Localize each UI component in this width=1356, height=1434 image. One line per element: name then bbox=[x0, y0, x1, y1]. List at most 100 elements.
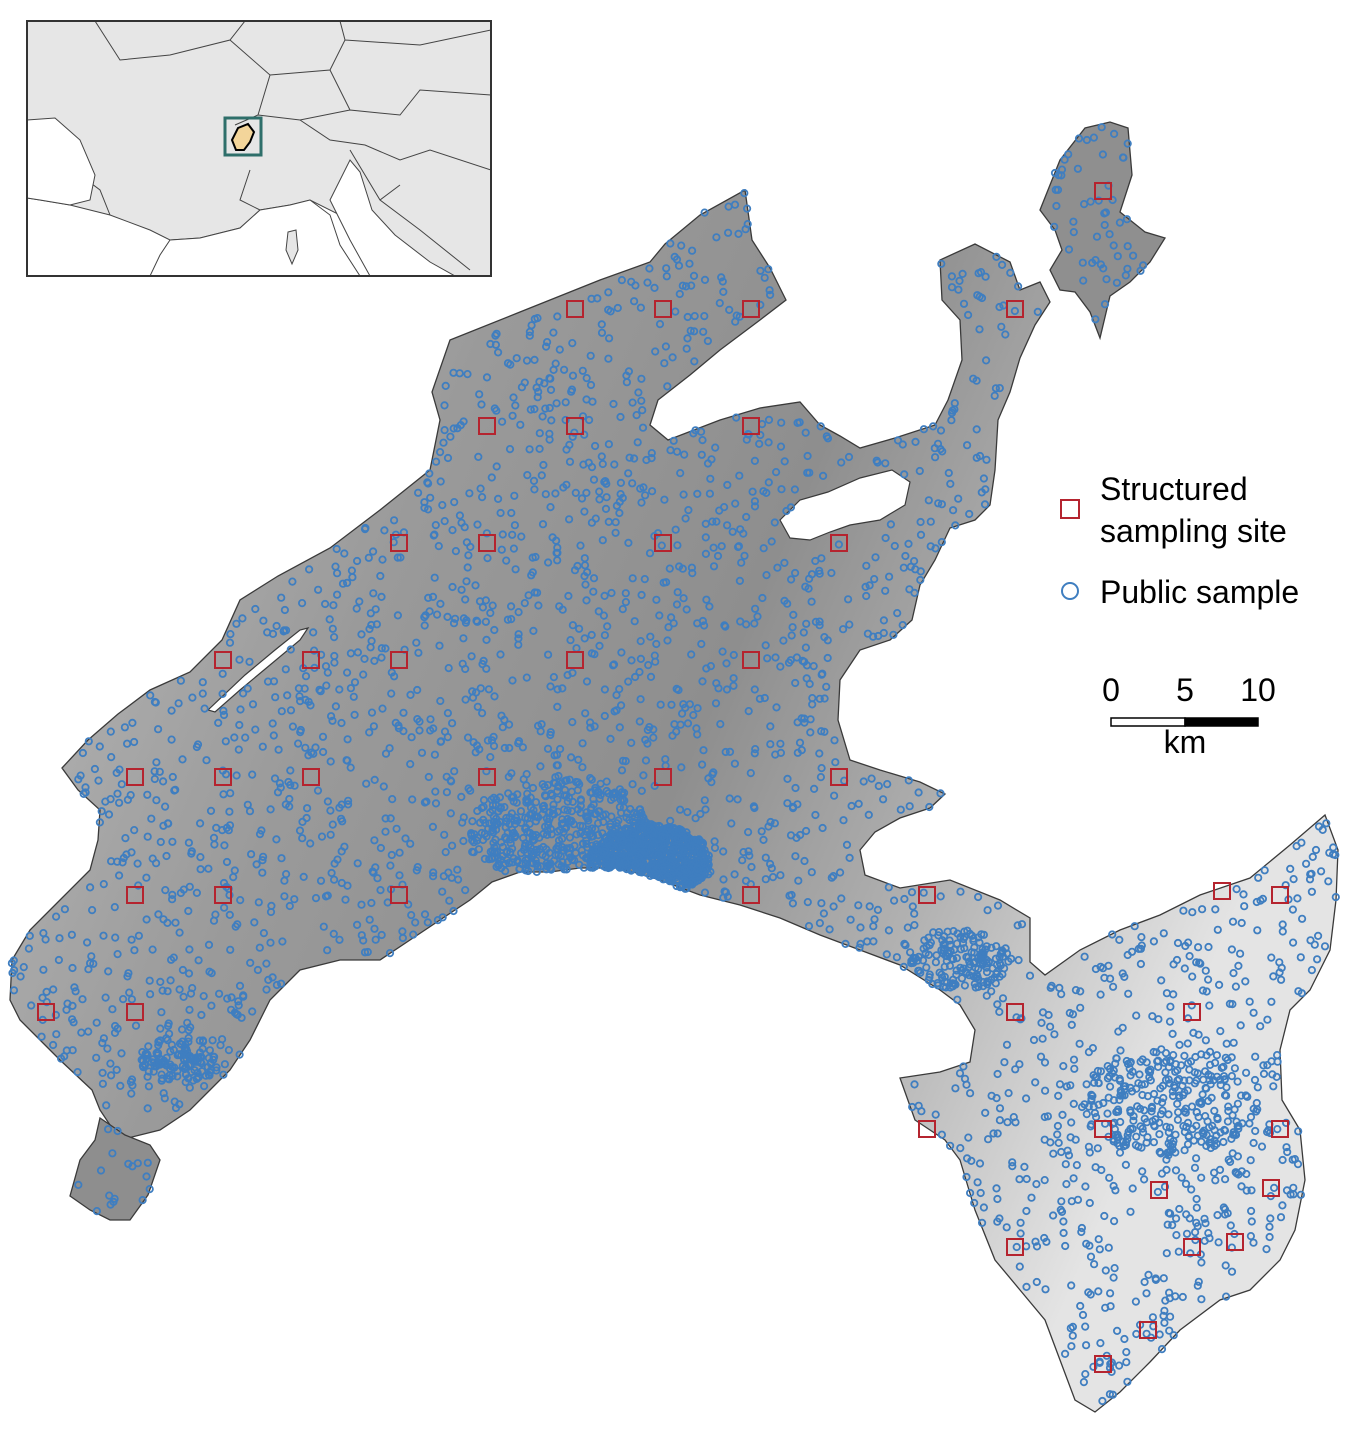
public-sample-marker bbox=[1275, 968, 1284, 977]
public-sample-marker bbox=[156, 1024, 165, 1033]
public-sample-marker bbox=[253, 965, 262, 975]
public-sample-marker bbox=[457, 792, 466, 802]
public-sample-marker bbox=[951, 521, 960, 530]
public-sample-marker bbox=[181, 1062, 190, 1071]
public-sample-marker bbox=[829, 871, 838, 881]
public-sample-marker bbox=[1132, 1132, 1141, 1141]
public-sample-marker bbox=[761, 875, 770, 884]
public-sample-marker bbox=[502, 855, 511, 865]
public-sample-marker bbox=[1149, 937, 1159, 946]
public-sample-marker bbox=[355, 597, 364, 606]
public-sample-marker bbox=[332, 590, 342, 599]
public-sample-marker bbox=[408, 795, 417, 804]
public-sample-marker bbox=[548, 805, 558, 814]
public-sample-marker bbox=[597, 320, 606, 329]
structured-site-marker bbox=[830, 534, 848, 552]
public-sample-marker bbox=[915, 466, 924, 476]
public-sample-marker bbox=[1331, 892, 1340, 902]
public-sample-marker bbox=[1022, 1206, 1031, 1216]
public-sample-marker bbox=[1013, 282, 1023, 291]
public-sample-marker bbox=[218, 669, 227, 678]
structured-site-marker bbox=[1094, 1120, 1112, 1138]
public-sample-marker bbox=[1201, 1219, 1210, 1228]
public-sample-marker bbox=[477, 708, 487, 718]
public-sample-marker bbox=[1188, 972, 1197, 981]
public-sample-marker bbox=[946, 983, 955, 992]
public-sample-marker bbox=[424, 772, 433, 782]
public-sample-marker bbox=[1201, 966, 1210, 975]
public-sample-marker bbox=[500, 715, 509, 725]
public-sample-marker bbox=[576, 795, 586, 804]
public-sample-marker bbox=[1053, 1121, 1063, 1131]
public-sample-marker bbox=[660, 359, 669, 368]
public-sample-marker bbox=[615, 723, 624, 732]
public-sample-marker bbox=[693, 704, 702, 713]
public-sample-marker bbox=[1200, 1214, 1209, 1223]
public-sample-marker bbox=[732, 413, 741, 422]
public-sample-marker bbox=[815, 566, 824, 575]
public-sample-marker bbox=[272, 980, 281, 990]
structured-site-marker bbox=[1183, 1003, 1201, 1021]
public-sample-marker bbox=[1128, 1184, 1137, 1193]
public-sample-marker bbox=[472, 616, 481, 625]
public-sample-marker bbox=[993, 1217, 1002, 1226]
public-sample-marker bbox=[919, 888, 928, 897]
public-sample-marker bbox=[113, 949, 122, 959]
public-sample-marker bbox=[835, 868, 845, 877]
public-sample-marker bbox=[1197, 1258, 1206, 1267]
public-sample-marker bbox=[503, 615, 512, 624]
public-sample-marker bbox=[600, 685, 610, 694]
public-sample-marker bbox=[976, 1188, 985, 1198]
public-sample-marker bbox=[914, 966, 924, 976]
public-sample-marker bbox=[1187, 1001, 1196, 1010]
structured-site-marker bbox=[1094, 182, 1112, 200]
public-sample-marker bbox=[1183, 1140, 1193, 1149]
public-sample-marker bbox=[428, 872, 438, 881]
structured-sites bbox=[37, 182, 1289, 1373]
public-sample-marker bbox=[196, 1057, 205, 1067]
public-sample-marker bbox=[326, 757, 335, 766]
public-sample-marker bbox=[1162, 1165, 1171, 1175]
public-sample-marker bbox=[97, 807, 106, 816]
public-sample-marker bbox=[995, 1007, 1004, 1017]
public-sample-marker bbox=[387, 668, 396, 677]
public-sample-marker bbox=[551, 489, 560, 498]
public-sample-marker bbox=[1204, 942, 1213, 952]
public-sample-marker bbox=[1118, 153, 1128, 162]
public-sample-marker bbox=[526, 843, 535, 852]
public-sample-marker bbox=[1123, 139, 1132, 148]
public-sample-marker bbox=[1165, 1294, 1174, 1303]
inset-map bbox=[26, 20, 492, 277]
public-sample-marker bbox=[538, 810, 547, 819]
public-sample-marker bbox=[838, 625, 848, 634]
public-sample-marker bbox=[309, 646, 319, 655]
public-sample-marker bbox=[152, 758, 161, 767]
public-sample-marker bbox=[368, 547, 378, 556]
public-sample-marker bbox=[436, 737, 445, 746]
public-sample-marker bbox=[192, 1074, 201, 1084]
public-sample-marker bbox=[683, 334, 692, 343]
public-sample-marker bbox=[956, 1144, 965, 1153]
public-sample-marker bbox=[489, 817, 498, 826]
public-sample-marker bbox=[52, 1030, 61, 1039]
public-sample-marker bbox=[1129, 1116, 1138, 1125]
public-sample-marker bbox=[480, 829, 489, 838]
public-sample-marker bbox=[776, 871, 785, 880]
public-sample-marker bbox=[624, 469, 633, 478]
public-sample-marker bbox=[92, 1018, 101, 1027]
public-sample-marker bbox=[1206, 1080, 1215, 1089]
public-sample-marker bbox=[973, 972, 982, 981]
public-sample-marker bbox=[1124, 989, 1133, 998]
public-sample-marker bbox=[1010, 306, 1020, 316]
public-sample-marker bbox=[449, 368, 458, 377]
public-sample-marker bbox=[553, 556, 562, 565]
public-sample-marker bbox=[278, 937, 287, 946]
public-sample-marker bbox=[751, 744, 760, 754]
public-sample-marker bbox=[108, 1149, 117, 1158]
public-sample-marker bbox=[636, 303, 646, 312]
public-sample-marker bbox=[1068, 1331, 1077, 1340]
public-sample-marker bbox=[459, 813, 468, 822]
public-sample-marker bbox=[677, 241, 686, 250]
public-sample-marker bbox=[573, 561, 582, 571]
public-sample-marker bbox=[377, 930, 386, 940]
